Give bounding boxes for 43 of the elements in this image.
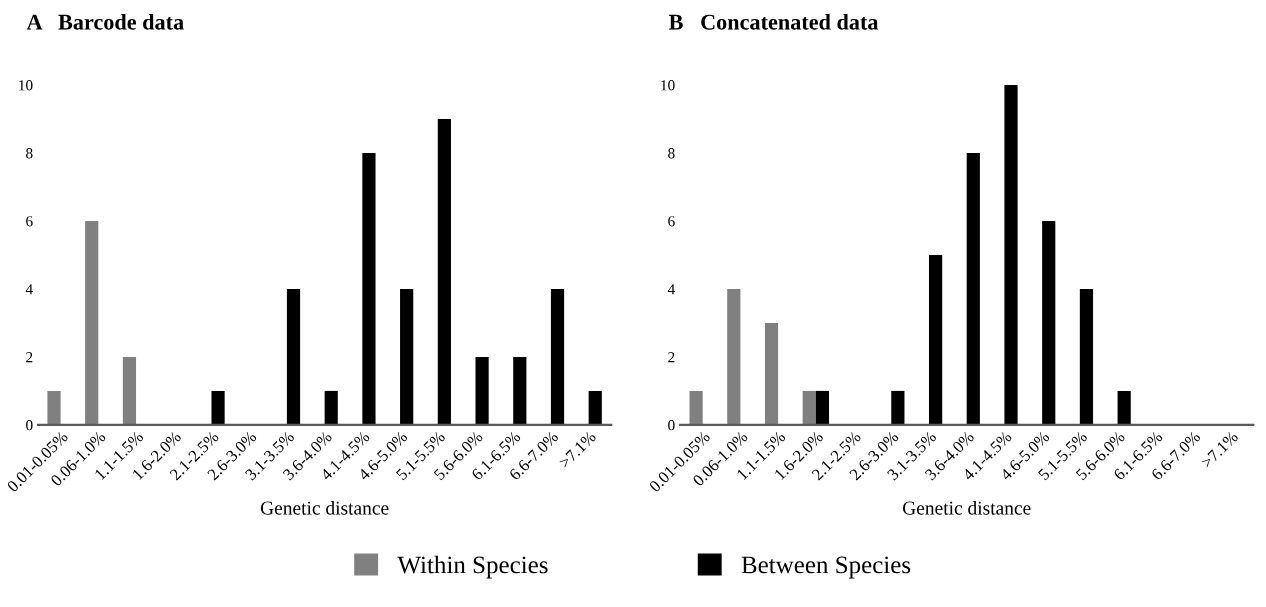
- chart-title: A Barcode data: [26, 14, 184, 30]
- bar: [928, 254, 943, 425]
- y-tick-label: 6: [26, 216, 33, 227]
- bar: [689, 390, 703, 425]
- bar: [286, 288, 301, 425]
- bar: [437, 118, 451, 425]
- bar: [1042, 220, 1056, 425]
- y-tick-label: 8: [668, 148, 675, 159]
- bar: [211, 390, 225, 425]
- y-tick-label: 10: [661, 80, 675, 91]
- y-tick-label: 8: [26, 148, 33, 159]
- chart-title: B Concatenated data: [668, 14, 879, 30]
- y-tick-label: 0: [26, 420, 33, 431]
- bar: [475, 356, 489, 425]
- y-tick-label: 4: [25, 284, 33, 295]
- bar: [966, 152, 980, 425]
- y-tick-label: 4: [667, 284, 675, 295]
- y-tick-label: 10: [19, 80, 33, 91]
- x-axis-title: Genetic distance: [902, 500, 1031, 515]
- bar: [1079, 288, 1094, 425]
- bar: [727, 288, 741, 425]
- bar: [513, 356, 527, 425]
- bar: [588, 390, 602, 425]
- bar: [764, 322, 779, 425]
- bar: [85, 220, 99, 425]
- bar: [1004, 84, 1018, 425]
- y-tick-label: 2: [26, 352, 33, 363]
- bar: [362, 152, 376, 425]
- y-tick-label: 2: [668, 352, 675, 363]
- legend-label: Between Species: [741, 556, 911, 579]
- bar: [815, 390, 830, 425]
- bar: [1117, 390, 1131, 425]
- x-axis-title: Genetic distance: [260, 500, 389, 515]
- legend-label: Within Species: [397, 555, 548, 579]
- y-tick-label: 6: [668, 216, 675, 227]
- bar: [324, 390, 338, 425]
- bar: [47, 390, 61, 425]
- bar: [802, 390, 816, 425]
- y-tick-label: 0: [668, 420, 675, 431]
- bar: [550, 288, 565, 425]
- bar: [122, 356, 137, 425]
- bar: [891, 390, 905, 425]
- bar: [400, 288, 414, 425]
